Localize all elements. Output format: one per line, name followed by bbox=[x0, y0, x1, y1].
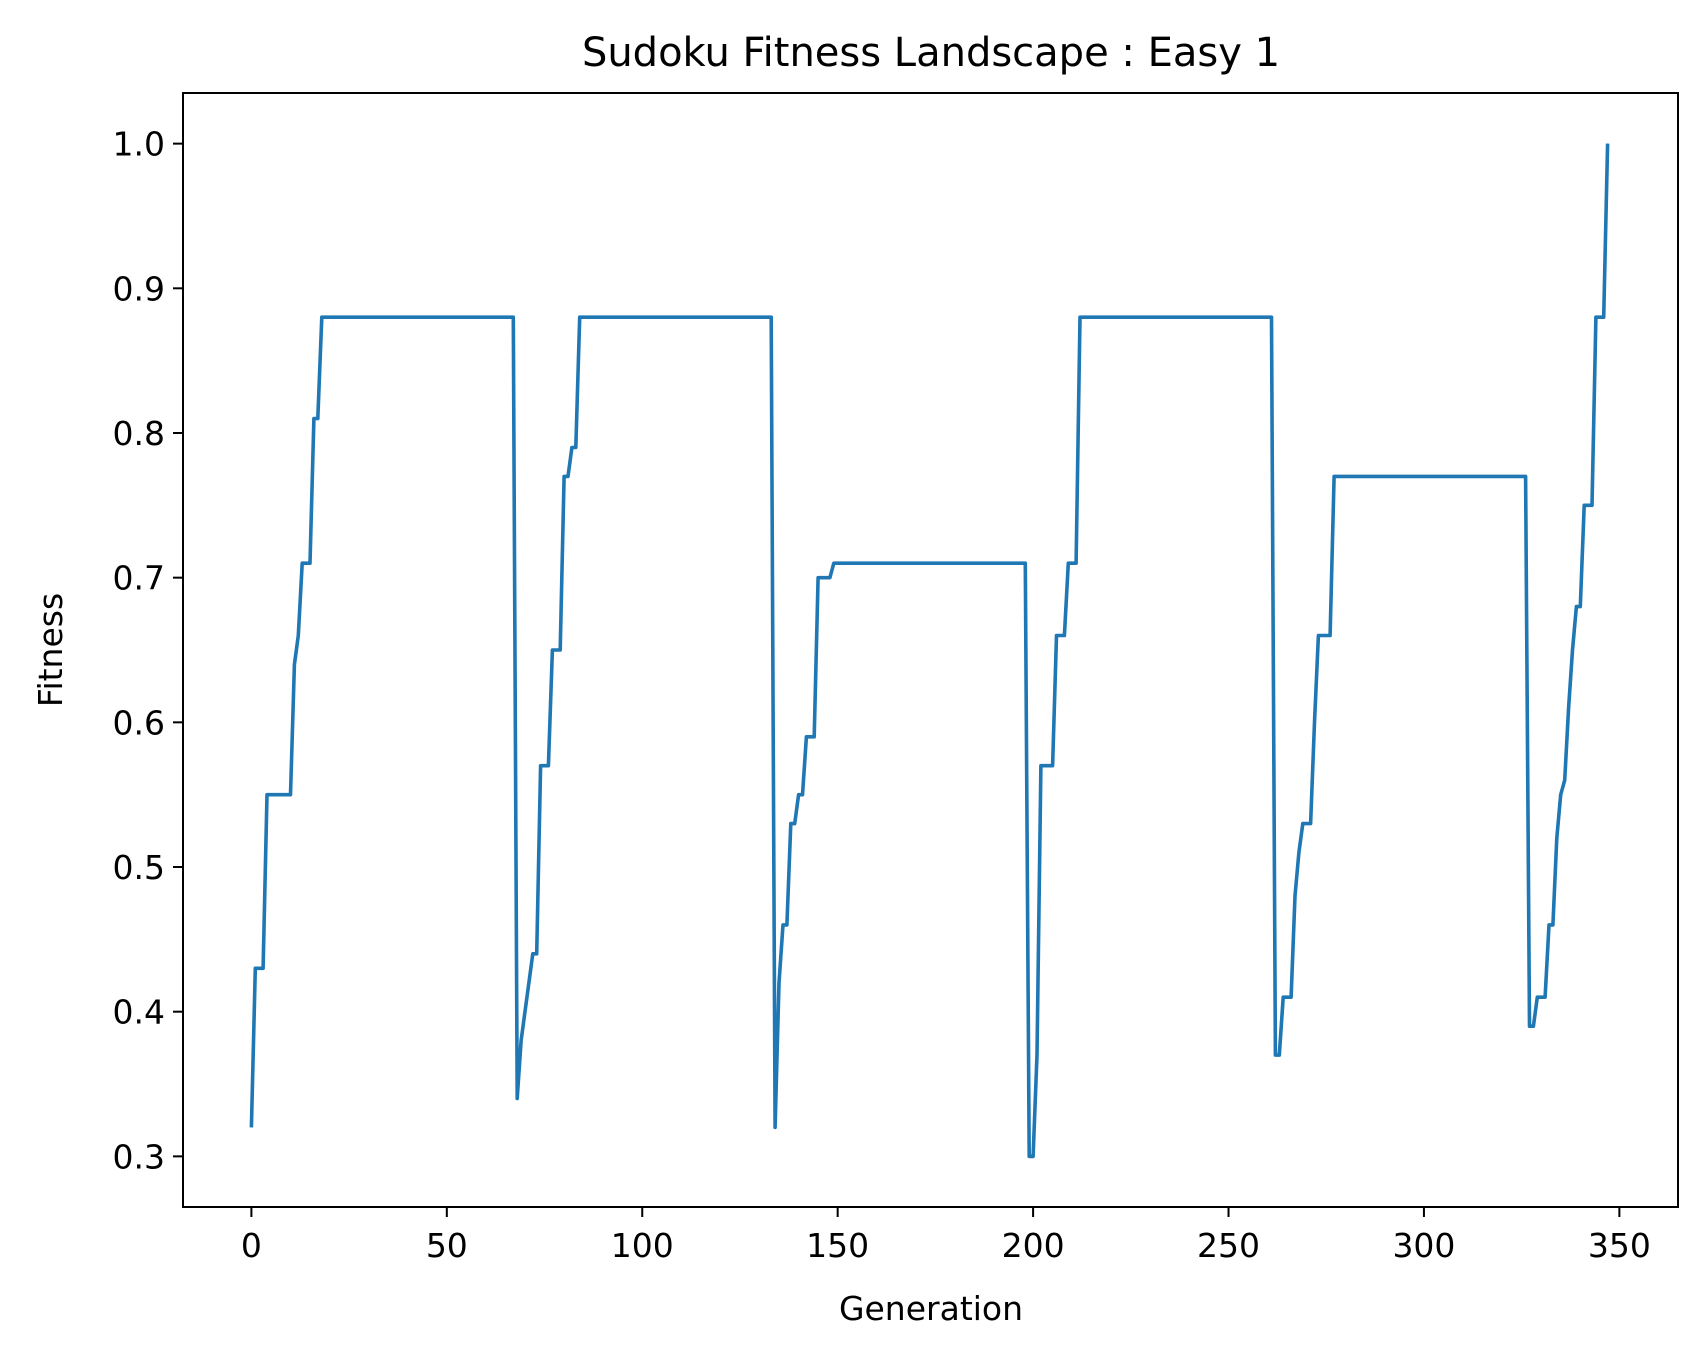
y-tick-label: 0.6 bbox=[113, 703, 165, 742]
x-axis-label: Generation bbox=[839, 1289, 1023, 1328]
plot-frame bbox=[182, 92, 1679, 1208]
series-layer bbox=[249, 143, 1610, 1159]
y-tick-label: 0.4 bbox=[113, 993, 165, 1032]
y-axis-label: Fitness bbox=[31, 593, 70, 707]
x-tick-label: 200 bbox=[1002, 1226, 1065, 1265]
y-tick-label: 0.7 bbox=[113, 559, 165, 598]
fitness-series-line bbox=[249, 143, 1610, 1159]
x-tick-label: 150 bbox=[806, 1226, 869, 1265]
y-tick-label: 0.9 bbox=[113, 269, 165, 308]
chart-title: Sudoku Fitness Landscape : Easy 1 bbox=[582, 30, 1280, 76]
x-tick-label: 100 bbox=[611, 1226, 674, 1265]
y-tick-label: 0.8 bbox=[113, 414, 165, 453]
x-tick-label: 250 bbox=[1197, 1226, 1260, 1265]
x-tick-label: 0 bbox=[241, 1226, 262, 1265]
x-tick-label: 300 bbox=[1392, 1226, 1455, 1265]
y-axis-ticks: 0.3 0.4 0.5 0.6 0.7 0.8 0.9 1.0 bbox=[113, 125, 183, 1176]
x-tick-label: 350 bbox=[1588, 1226, 1651, 1265]
y-tick-label: 1.0 bbox=[113, 125, 165, 164]
y-tick-label: 0.5 bbox=[113, 848, 165, 887]
x-axis-ticks: 0 50 100 150 200 250 300 350 bbox=[241, 1207, 1651, 1265]
plot-area: 0 50 100 150 200 250 300 350 0.3 0.4 0.5 0.6 0.7 0.8… bbox=[113, 92, 1679, 1265]
y-tick-label: 0.3 bbox=[113, 1137, 165, 1176]
x-tick-label: 50 bbox=[426, 1226, 468, 1265]
